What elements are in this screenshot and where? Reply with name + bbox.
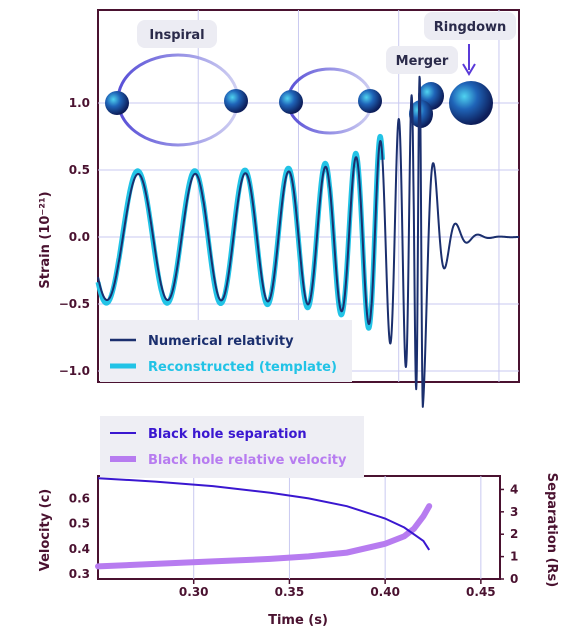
velocity-y-tick-label: 0.6 bbox=[69, 492, 90, 506]
inspiral-orbit-2-icon bbox=[279, 67, 382, 135]
black-hole-icon bbox=[279, 90, 303, 114]
time-axis-label: Time (s) bbox=[268, 613, 328, 628]
strain-y-tick-label: 1.0 bbox=[69, 96, 90, 110]
bottom-legend-box bbox=[100, 416, 364, 478]
separation-series-line bbox=[97, 477, 431, 551]
velocity-series-line bbox=[95, 503, 433, 570]
separation-velocity-panel: Black hole separation Black hole relativ… bbox=[38, 416, 559, 628]
merger-label-box: Merger bbox=[386, 46, 458, 74]
inspiral-orbit-1-icon bbox=[105, 53, 248, 147]
separation-y-tick-label: 3 bbox=[510, 505, 518, 519]
separation-legend-label: Black hole separation bbox=[148, 427, 307, 442]
template-legend-label: Reconstructed (template) bbox=[148, 360, 337, 375]
velocity-axis-label: Velocity (c) bbox=[38, 489, 53, 572]
separation-y-tick-label: 4 bbox=[510, 482, 518, 496]
time-x-tick-label: 0.40 bbox=[370, 585, 400, 599]
strain-y-tick-label: −0.5 bbox=[59, 297, 90, 311]
inspiral-label: Inspiral bbox=[149, 28, 204, 43]
ringdown-label: Ringdown bbox=[434, 20, 507, 35]
strain-axis-label: Strain (10⁻²¹) bbox=[38, 191, 53, 288]
velocity-y-tick-label: 0.4 bbox=[69, 542, 90, 556]
separation-y-tick-label: 2 bbox=[510, 527, 518, 541]
velocity-legend-label: Black hole relative velocity bbox=[148, 453, 347, 468]
strain-y-ticks: 1.0 0.5 0.0 −0.5 −1.0 bbox=[59, 96, 90, 378]
strain-legend-box bbox=[100, 320, 352, 382]
separation-y-tick-label: 0 bbox=[510, 572, 518, 586]
ringdown-arrowhead-icon bbox=[462, 63, 476, 76]
strain-legend: Numerical relativity Reconstructed (temp… bbox=[100, 320, 352, 382]
time-x-tick-label: 0.45 bbox=[466, 585, 496, 599]
numerical-series-line bbox=[97, 75, 520, 408]
strain-panel: Inspiral Merger Ringdown bbox=[38, 9, 520, 408]
black-hole-icon bbox=[358, 89, 382, 113]
velocity-y-tick-label: 0.3 bbox=[69, 567, 90, 581]
ringdown-label-box: Ringdown bbox=[424, 12, 516, 40]
velocity-y-tick-label: 0.5 bbox=[69, 517, 90, 531]
merger-label: Merger bbox=[396, 54, 449, 69]
strain-y-tick-label: 0.0 bbox=[69, 230, 90, 244]
strain-y-tick-label: 0.5 bbox=[69, 163, 90, 177]
separation-axis-label: Separation (Rs) bbox=[544, 473, 559, 587]
black-hole-icon bbox=[105, 91, 129, 115]
velocity-y-ticks: 0.6 0.5 0.4 0.3 bbox=[69, 492, 90, 581]
inspiral-label-box: Inspiral bbox=[137, 20, 217, 48]
ringdown-black-hole-icon bbox=[449, 81, 493, 125]
black-hole-icon bbox=[224, 89, 248, 113]
separation-y-ticks: 4 3 2 1 0 bbox=[500, 482, 518, 586]
strain-y-tick-label: −1.0 bbox=[59, 364, 90, 378]
time-x-tick-label: 0.35 bbox=[275, 585, 305, 599]
time-x-tick-label: 0.30 bbox=[179, 585, 209, 599]
bottom-legend: Black hole separation Black hole relativ… bbox=[100, 416, 364, 478]
time-x-ticks: 0.30 0.35 0.40 0.45 bbox=[179, 579, 496, 599]
separation-y-tick-label: 1 bbox=[510, 550, 518, 564]
numerical-legend-label: Numerical relativity bbox=[148, 334, 294, 349]
